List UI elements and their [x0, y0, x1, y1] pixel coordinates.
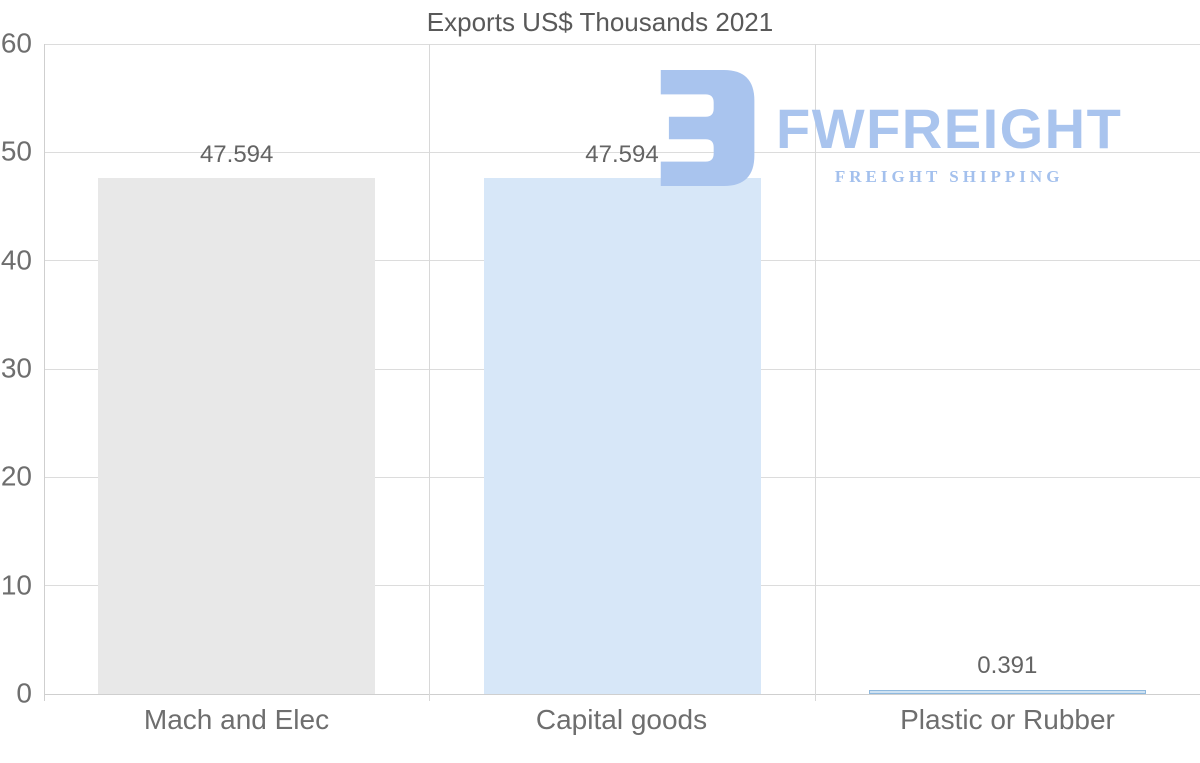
x-axis-line [44, 694, 1200, 695]
bar-value-label: 47.594 [199, 140, 274, 168]
gridline-horizontal [44, 44, 1200, 45]
y-tick-label: 60 [0, 27, 32, 59]
chart-title: Exports US$ Thousands 2021 [426, 7, 774, 37]
x-category-label: Capital goods [535, 704, 708, 735]
x-category-label: Plastic or Rubber [900, 704, 1115, 735]
watermark-text-block: FWFREIGHT FREIGHT SHIPPING [776, 70, 1122, 187]
y-tick-label: 10 [0, 569, 32, 601]
y-tick-label: 40 [0, 244, 32, 276]
y-axis-line [44, 44, 45, 701]
y-tick-label: 0 [16, 677, 32, 709]
y-tick-label: 20 [0, 460, 32, 492]
x-category-label: Mach and Elec [143, 704, 330, 735]
plot-area: 47.594 47.594 0.391 [44, 44, 1200, 701]
y-axis-labels: 0 10 20 30 40 50 60 [0, 29, 37, 707]
gridline-vertical [429, 44, 430, 701]
bar-value-label: 47.594 [585, 140, 659, 168]
x-axis-labels: Mach and Elec Capital goods Plastic or Rub… [44, 704, 1200, 739]
bar-capital-goods[interactable] [484, 178, 761, 694]
watermark-tagline: FREIGHT SHIPPING [834, 167, 1064, 186]
watermark-brand: FWFREIGHT [776, 97, 1123, 160]
fwfreight-logo-icon [660, 70, 755, 186]
bar-mach-and-elec[interactable] [98, 178, 375, 694]
bar-plastic-or-rubber[interactable] [869, 689, 1146, 694]
y-tick-label: 50 [0, 135, 32, 167]
bar-value-label: 0.391 [977, 652, 1038, 680]
y-tick-label: 30 [0, 352, 32, 384]
gridline-horizontal [44, 152, 1200, 153]
gridline-vertical [815, 44, 816, 701]
watermark: FWFREIGHT FREIGHT SHIPPING [652, 70, 1122, 187]
